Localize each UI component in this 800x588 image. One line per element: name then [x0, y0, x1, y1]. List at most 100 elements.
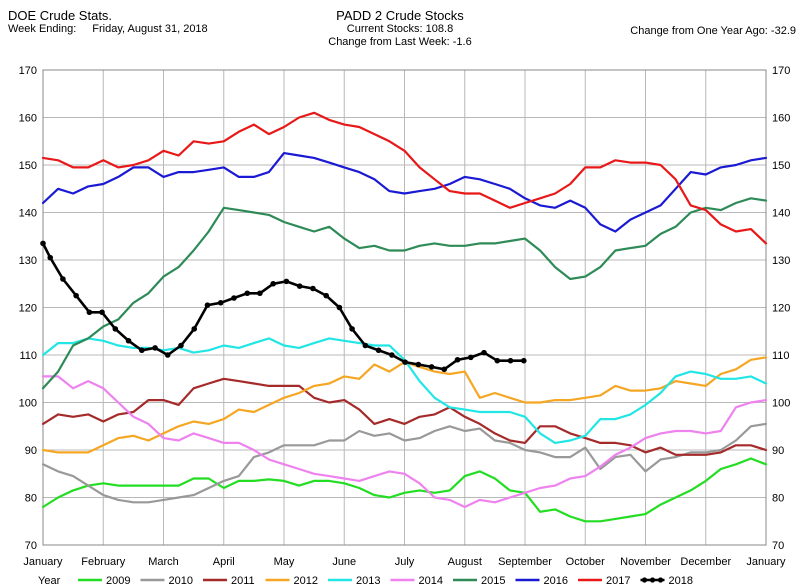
- data-point-2018: [152, 345, 158, 351]
- series-line-2017: [41, 111, 768, 245]
- y-tick-label-right: 110: [772, 350, 790, 362]
- data-point-2018: [73, 292, 79, 299]
- series-line-2009: [41, 457, 768, 523]
- data-point-2018: [375, 347, 382, 354]
- legend-label-2013: 2013: [356, 575, 380, 587]
- y-tick-label-right: 100: [772, 398, 790, 410]
- change-from-year-ago: Change from One Year Ago: -32.9: [630, 25, 796, 37]
- header-left: DOE Crude Stats. Week Ending: Friday, Aug…: [8, 8, 208, 36]
- y-tick-label-right: 160: [772, 113, 790, 125]
- series-layer: [40, 111, 768, 523]
- x-tick-label: May: [274, 556, 295, 568]
- data-point-2018: [139, 347, 145, 354]
- data-point-2018: [217, 299, 224, 306]
- y-tick-label-right: 130: [772, 255, 790, 267]
- x-tick-label: October: [566, 556, 605, 568]
- data-point-2018: [467, 354, 474, 361]
- report-title: DOE Crude Stats.: [8, 8, 113, 23]
- data-point-2018: [244, 290, 251, 297]
- data-point-2018: [323, 292, 329, 299]
- data-point-2018: [191, 326, 198, 332]
- data-point-2018: [481, 349, 487, 356]
- week-ending-row: Week Ending: Friday, August 31, 2018: [8, 23, 208, 36]
- legend-label-2017: 2017: [606, 575, 630, 587]
- data-point-2018: [507, 357, 514, 364]
- data-point-2018: [310, 285, 316, 292]
- legend-marker-2018: [641, 577, 648, 583]
- change-from-last-week: Change from Last Week: -1.6: [328, 36, 472, 48]
- data-point-2018: [296, 283, 303, 289]
- data-point-2018: [99, 309, 105, 316]
- data-point-2018: [520, 357, 527, 364]
- y-tick-label-left: 160: [19, 113, 37, 125]
- chart-title: PADD 2 Crude Stocks: [336, 8, 464, 23]
- legend-label-2012: 2012: [294, 575, 318, 587]
- data-point-2018: [40, 240, 46, 247]
- data-point-2018: [389, 352, 395, 358]
- x-tick-label: March: [148, 556, 179, 568]
- y-tick-label-left: 80: [25, 493, 37, 505]
- series-line-2011: [41, 377, 768, 456]
- series-line-2010: [41, 422, 768, 504]
- y-tick-label-left: 150: [19, 160, 37, 172]
- y-tick-label-left: 130: [19, 255, 37, 267]
- week-ending-date: Friday, August 31, 2018: [92, 23, 208, 35]
- y-tick-label-left: 140: [19, 208, 37, 220]
- y-tick-label-left: 70: [25, 540, 37, 552]
- data-point-2018: [164, 352, 171, 358]
- data-point-2018: [349, 326, 355, 332]
- data-point-2018: [47, 254, 54, 261]
- data-point-2018: [231, 295, 237, 301]
- x-tick-label: August: [448, 556, 482, 568]
- y-tick-label-left: 110: [19, 350, 37, 362]
- header-center: PADD 2 Crude Stocks Current Stocks: 108.…: [290, 8, 510, 49]
- data-point-2018: [454, 356, 461, 363]
- x-tick-label: November: [620, 556, 671, 568]
- legend-label-2009: 2009: [106, 575, 130, 587]
- y-tick-label-right: 120: [772, 303, 790, 315]
- data-point-2018: [362, 342, 369, 349]
- x-tick-label: February: [81, 556, 126, 568]
- x-tick-label: June: [332, 556, 356, 568]
- data-point-2018: [86, 309, 93, 316]
- x-tick-label: January: [746, 556, 786, 568]
- series-line-2014: [41, 375, 768, 509]
- legend-label-2010: 2010: [169, 575, 193, 587]
- y-tick-label-right: 90: [772, 445, 784, 457]
- data-point-2018: [257, 290, 263, 297]
- y-tick-label-right: 140: [772, 208, 790, 220]
- series-line-2018: [41, 242, 526, 371]
- legend-label-2015: 2015: [481, 575, 505, 587]
- data-point-2018: [494, 357, 501, 364]
- x-tick-label: January: [23, 556, 63, 568]
- data-point-2018: [415, 361, 422, 368]
- data-point-2018: [112, 326, 119, 332]
- x-tick-label: July: [395, 556, 415, 568]
- y-tick-label-right: 150: [772, 160, 790, 172]
- legend: Year 2009 2010 2011 2012 2013 2014 2015 2016 2017…: [38, 575, 693, 587]
- series-line-2016: [41, 152, 768, 233]
- y-tick-label-right: 80: [772, 493, 784, 505]
- legend-label-2016: 2016: [544, 575, 568, 587]
- y-tick-label-left: 120: [19, 303, 37, 315]
- plot-frame: [42, 69, 767, 546]
- x-tick-label: September: [498, 556, 552, 568]
- legend-label-2014: 2014: [419, 575, 443, 587]
- legend-marker-2018: [649, 577, 656, 583]
- data-point-2018: [60, 276, 66, 282]
- y-tick-label-right: 170: [772, 65, 790, 77]
- data-point-2018: [283, 278, 290, 285]
- data-point-2018: [270, 280, 276, 287]
- axes: 70 70 80 80 90 90 100 100 110 110 120 120 130 130 140 1…: [19, 65, 791, 568]
- data-point-2018: [441, 366, 448, 373]
- x-tick-label: December: [680, 556, 731, 568]
- data-point-2018: [336, 304, 343, 311]
- legend-marker-2018: [657, 577, 664, 583]
- legend-label-2011: 2011: [231, 575, 255, 587]
- data-point-2018: [402, 359, 408, 365]
- y-tick-label-left: 90: [25, 445, 37, 457]
- y-tick-label-left: 170: [19, 65, 37, 77]
- x-tick-label: April: [213, 556, 235, 568]
- data-point-2018: [178, 342, 184, 349]
